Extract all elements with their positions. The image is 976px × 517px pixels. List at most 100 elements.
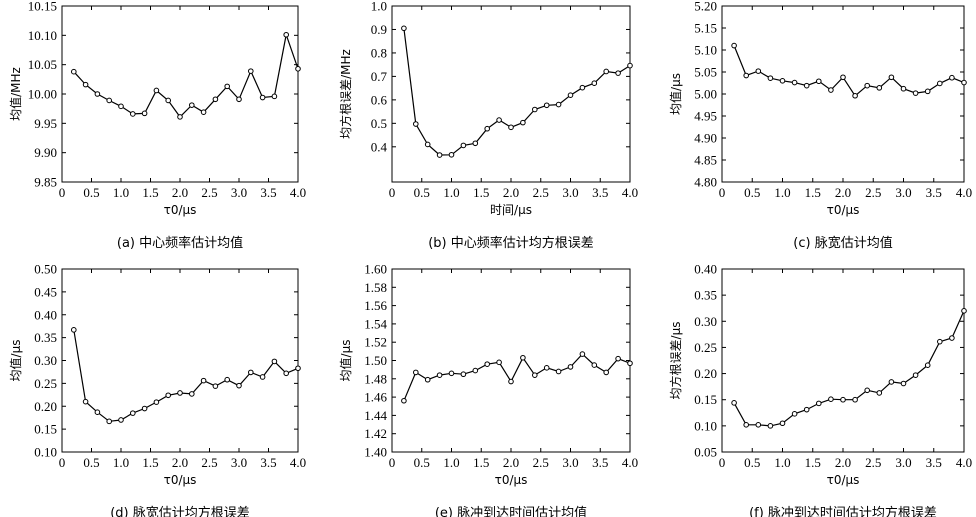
x-tick-label: 3.5 xyxy=(592,455,608,470)
x-tick-label: 2.0 xyxy=(172,185,188,200)
data-point xyxy=(555,101,562,108)
data-point xyxy=(949,335,955,341)
y-tick-label: 0.5 xyxy=(371,116,387,131)
data-point xyxy=(177,390,183,396)
x-tick-label: 2.5 xyxy=(533,455,549,470)
y-tick-label: 9.95 xyxy=(34,116,57,131)
y-tick-label: 1.52 xyxy=(364,335,387,350)
y-axis-label: 均值/μs xyxy=(8,340,23,382)
data-point xyxy=(900,85,907,92)
y-tick-label: 0.25 xyxy=(694,340,717,355)
data-point xyxy=(413,369,419,376)
x-tick-label: 4.0 xyxy=(956,185,972,200)
x-tick-label: 0.5 xyxy=(744,185,760,200)
y-tick-label: 0.8 xyxy=(371,45,387,60)
data-point xyxy=(924,88,931,95)
data-point xyxy=(283,370,290,377)
data-point xyxy=(912,90,919,96)
x-tick-label: 0 xyxy=(59,185,66,200)
x-tick-label: 2.5 xyxy=(865,455,881,470)
y-axis-label: 均方根误差/μs xyxy=(668,322,683,400)
y-tick-label: 10.10 xyxy=(28,28,57,43)
data-point xyxy=(520,119,526,126)
data-point xyxy=(496,359,502,366)
y-tick-label: 1.48 xyxy=(364,371,387,386)
plot-frame xyxy=(391,268,631,453)
y-tick-label: 10.15 xyxy=(28,0,57,14)
x-tick-label: 0.5 xyxy=(744,455,760,470)
x-tick-label: 2.0 xyxy=(835,185,851,200)
y-tick-label: 0.30 xyxy=(34,353,57,368)
data-point xyxy=(828,396,834,402)
x-tick-label: 3.5 xyxy=(592,185,608,200)
x-tick-label: 3.0 xyxy=(895,455,911,470)
x-tick-label: 4.0 xyxy=(956,455,972,470)
x-tick-label: 4.0 xyxy=(622,185,638,200)
y-tick-label: 1.42 xyxy=(364,426,387,441)
x-tick-label: 0 xyxy=(719,455,726,470)
x-tick-label: 1.5 xyxy=(473,185,489,200)
y-tick-label: 0.15 xyxy=(34,422,57,437)
y-tick-label: 5.15 xyxy=(694,21,717,36)
data-point xyxy=(912,372,919,378)
y-tick-label: 4.80 xyxy=(694,175,717,190)
x-tick-label: 2.5 xyxy=(865,185,881,200)
data-point xyxy=(767,423,774,429)
data-point xyxy=(484,361,491,367)
data-point xyxy=(248,68,254,74)
data-point xyxy=(413,121,419,127)
y-tick-label: 4.95 xyxy=(694,109,717,124)
data-point xyxy=(615,70,621,76)
data-point xyxy=(401,397,407,404)
data-point xyxy=(567,92,574,98)
x-tick-label: 2.0 xyxy=(503,455,519,470)
data-point xyxy=(840,396,846,403)
x-tick-label: 1.5 xyxy=(142,185,158,200)
y-tick-label: 1.58 xyxy=(364,280,387,295)
y-tick-label: 1.56 xyxy=(364,298,387,313)
data-point xyxy=(603,68,610,75)
x-tick-label: 3.0 xyxy=(231,455,247,470)
data-point xyxy=(603,369,610,376)
y-tick-label: 0.45 xyxy=(34,284,57,299)
data-point xyxy=(567,364,574,370)
y-tick-label: 0.6 xyxy=(371,92,388,107)
y-tick-label: 5.10 xyxy=(694,43,717,58)
x-tick-label: 4.0 xyxy=(622,455,638,470)
x-tick-label: 0.5 xyxy=(83,455,99,470)
y-tick-label: 1.46 xyxy=(364,390,387,405)
x-tick-label: 3.5 xyxy=(260,185,276,200)
data-point xyxy=(153,87,160,94)
data-point xyxy=(888,74,895,81)
y-tick-label: 1.60 xyxy=(364,262,387,277)
data-point xyxy=(295,65,301,72)
y-tick-label: 4.90 xyxy=(694,131,717,146)
data-point xyxy=(472,367,479,374)
x-tick-label: 1.0 xyxy=(443,185,459,200)
y-tick-label: 1.40 xyxy=(364,445,387,460)
data-point xyxy=(532,372,538,378)
data-point xyxy=(130,111,136,117)
data-point xyxy=(71,68,77,75)
x-tick-label: 1.0 xyxy=(774,455,790,470)
data-point xyxy=(189,102,195,108)
data-point xyxy=(755,68,762,74)
y-axis-label: 均值/μs xyxy=(668,73,683,115)
data-point xyxy=(779,78,786,84)
x-axis-label: τ0/μs xyxy=(495,473,528,487)
x-tick-label: 1.5 xyxy=(805,455,821,470)
series-line xyxy=(733,310,965,427)
subplot-d: 0 0.5 1.0 1.5 2.0 2.5 3.0 3.5 4.0 0.10 0.15 0.20 0.2… xyxy=(8,262,306,517)
plot-frame xyxy=(61,268,299,453)
data-point xyxy=(295,365,301,372)
series-line xyxy=(403,28,631,156)
subplot-caption: (a) 中心频率估计均值 xyxy=(117,235,243,251)
x-tick-label: 3.5 xyxy=(926,185,942,200)
y-tick-label: 4.85 xyxy=(694,153,717,168)
y-tick-label: 0.9 xyxy=(371,22,387,37)
x-tick-label: 0 xyxy=(719,185,726,200)
subplot-a: 0 0.5 1.0 1.5 2.0 2.5 3.0 3.5 4.0 9.85 9.90 9.95 10.… xyxy=(8,0,306,251)
subplot-e: 0 0.5 1.0 1.5 2.0 2.5 3.0 3.5 4.0 1.40 1.42 1.44 1.4… xyxy=(338,262,638,517)
data-point xyxy=(731,400,737,406)
